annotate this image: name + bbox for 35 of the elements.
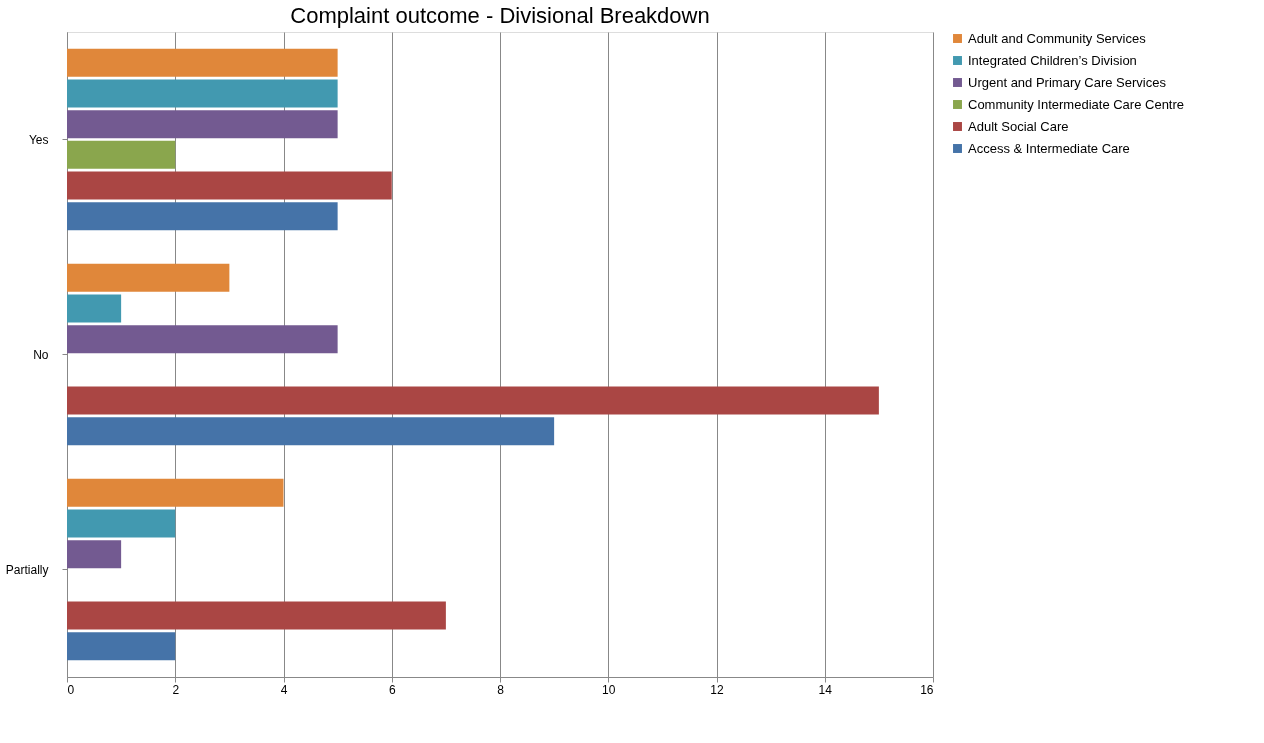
y-tick-label: Yes [28,132,49,147]
legend-label: Adult and Community Services [968,30,1147,46]
y-tick-label: No [33,347,49,362]
bar [67,509,176,538]
x-tick-label: 0 [67,682,75,697]
x-tick-label: 14 [818,682,833,697]
legend-label: Access & Intermediate Care [968,140,1130,156]
x-tick-label: 4 [280,682,288,697]
bar [67,601,446,630]
legend-label: Adult Social Care [968,118,1069,134]
bar [67,263,230,292]
bar [67,417,555,446]
bar [67,79,338,108]
bar [67,202,338,231]
bar [67,540,122,569]
x-tick-label: 6 [388,682,396,697]
bar [67,478,284,507]
bar [67,171,392,200]
legend-label: Urgent and Primary Care Services [968,74,1167,90]
bar [67,294,122,323]
bar [67,140,176,169]
x-tick-label: 8 [497,682,505,697]
bar [67,386,879,415]
legend-label: Community Intermediate Care Centre [968,96,1185,112]
chart-title: Complaint outcome - Divisional Breakdown [290,3,710,28]
legend-label: Integrated Children’s Division [968,52,1137,68]
x-tick-label: 12 [710,682,724,697]
x-tick-label: 2 [172,682,180,697]
bar [67,325,338,354]
bar [67,632,176,661]
y-tick-label: Partially [5,562,49,577]
x-tick-label: 10 [602,682,616,697]
bar [67,48,338,77]
x-tick-label: 16 [920,682,934,697]
bar [67,110,338,139]
